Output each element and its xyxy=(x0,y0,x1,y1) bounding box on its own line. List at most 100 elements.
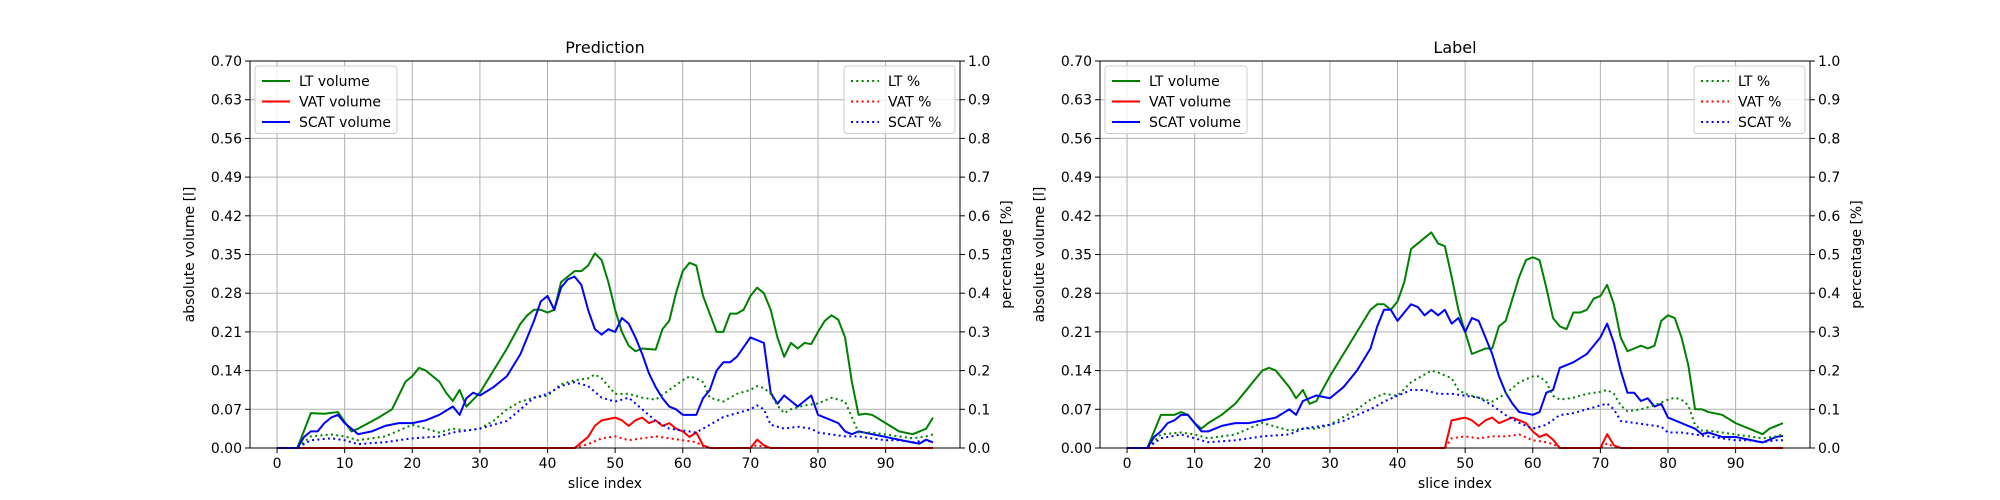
x-tick-label: 70 xyxy=(741,456,759,472)
legend-label: VAT % xyxy=(1738,95,1781,111)
y2-tick-label: 0.0 xyxy=(1818,441,1840,457)
x-tick-label: 40 xyxy=(539,456,557,472)
x-tick-label: 80 xyxy=(1659,456,1677,472)
y2-tick-label: 0.5 xyxy=(968,248,990,264)
x-axis-title: slice index xyxy=(1418,476,1492,492)
legend-label: SCAT volume xyxy=(299,115,391,131)
series-line-scat-volume xyxy=(277,275,934,449)
y-tick-label: 0.63 xyxy=(1061,93,1092,109)
y2-tick-label: 0.4 xyxy=(1818,286,1840,302)
y-tick-label: 0.21 xyxy=(211,325,242,341)
y-tick-label: 0.70 xyxy=(211,54,242,70)
legend-volume: LT volume VAT volume SCAT volume xyxy=(1104,65,1248,134)
legend-label: VAT % xyxy=(888,95,931,111)
y2-tick-label: 0.9 xyxy=(1818,93,1840,109)
y-tick-label: 0.70 xyxy=(1061,54,1092,70)
x-tick-label: 10 xyxy=(1186,456,1204,472)
series-group xyxy=(1127,231,1784,449)
y2-tick-label: 0.7 xyxy=(968,170,990,186)
y-tick-label: 0.42 xyxy=(1061,209,1092,225)
x-tick-label: 70 xyxy=(1591,456,1609,472)
x-tick-label: 40 xyxy=(1389,456,1407,472)
y-tick-label: 0.00 xyxy=(211,441,242,457)
legend-label: LT % xyxy=(888,74,920,90)
y-tick-label: 0.14 xyxy=(1061,364,1092,380)
legend-box xyxy=(843,65,956,134)
legend-label: SCAT % xyxy=(1738,115,1791,131)
y2-tick-label: 1.0 xyxy=(968,54,990,70)
series-group xyxy=(277,252,934,449)
y2-tick-label: 0.8 xyxy=(968,131,990,147)
y-tick-label: 0.28 xyxy=(211,286,242,302)
x-tick-label: 20 xyxy=(1253,456,1271,472)
series-line-lt xyxy=(277,373,934,449)
y-tick-label: 0.07 xyxy=(1061,402,1092,418)
legend-label: SCAT volume xyxy=(1149,115,1241,131)
series-line-vat xyxy=(277,435,933,449)
x-tick-label: 0 xyxy=(1123,456,1132,472)
x-tick-label: 0 xyxy=(273,456,282,472)
series-line-scat-volume xyxy=(1127,303,1784,449)
legend-percentage: LT % VAT % SCAT % xyxy=(1693,65,1806,134)
y2-tick-label: 0.2 xyxy=(1818,364,1840,380)
y-tick-label: 0.42 xyxy=(211,209,242,225)
y2-tick-label: 0.6 xyxy=(1818,209,1840,225)
series-line-lt-volume xyxy=(277,252,934,449)
y-tick-label: 0.21 xyxy=(1061,325,1092,341)
legend-volume: LT volume VAT volume SCAT volume xyxy=(254,65,398,134)
series-line-scat xyxy=(277,381,934,449)
x-tick-label: 90 xyxy=(1727,456,1745,472)
series-line-lt-volume xyxy=(1127,231,1784,449)
legend-percentage: LT % VAT % SCAT % xyxy=(843,65,956,134)
legend-label: LT volume xyxy=(299,74,370,90)
y2-tick-label: 0.8 xyxy=(1818,131,1840,147)
y2-tick-label: 1.0 xyxy=(1818,54,1840,70)
y-tick-label: 0.35 xyxy=(211,248,242,264)
legend-label: LT % xyxy=(1738,74,1770,90)
y-tick-label: 0.49 xyxy=(211,170,242,186)
series-line-lt xyxy=(1127,369,1784,449)
x-tick-label: 10 xyxy=(336,456,354,472)
x-tick-label: 60 xyxy=(1524,456,1542,472)
x-tick-label: 30 xyxy=(1321,456,1339,472)
y-axis-title: absolute volume [l] xyxy=(182,187,198,323)
x-tick-label: 80 xyxy=(809,456,827,472)
y-tick-label: 0.28 xyxy=(1061,286,1092,302)
y2-tick-label: 0.9 xyxy=(968,93,990,109)
legend-label: LT volume xyxy=(1149,74,1220,90)
y-tick-label: 0.56 xyxy=(1061,131,1092,147)
chart-title: Prediction xyxy=(565,38,644,57)
y-tick-label: 0.00 xyxy=(1061,441,1092,457)
x-tick-label: 90 xyxy=(877,456,895,472)
y2-tick-label: 0.6 xyxy=(968,209,990,225)
y-tick-label: 0.63 xyxy=(211,93,242,109)
y-tick-label: 0.49 xyxy=(1061,170,1092,186)
y2-tick-label: 0.1 xyxy=(1818,402,1840,418)
legend-box xyxy=(1693,65,1806,134)
y-axis-title: absolute volume [l] xyxy=(1032,187,1048,323)
y2-tick-label: 0.7 xyxy=(1818,170,1840,186)
legend-label: SCAT % xyxy=(888,115,941,131)
chart-panel-1: 0 10 20 30 40 50 60 70 80 90 0.00 0.07 0.14 0.21 0.28 0… xyxy=(182,38,1015,492)
legend-label: VAT volume xyxy=(299,95,381,111)
x-tick-label: 50 xyxy=(1456,456,1474,472)
y2-tick-label: 0.3 xyxy=(968,325,990,341)
y2-tick-label: 0.0 xyxy=(968,441,990,457)
x-tick-label: 20 xyxy=(403,456,421,472)
y2-tick-label: 0.3 xyxy=(1818,325,1840,341)
legend-box xyxy=(254,65,398,134)
legend-box xyxy=(1104,65,1248,134)
x-tick-label: 30 xyxy=(471,456,489,472)
y-tick-label: 0.14 xyxy=(211,364,242,380)
y-tick-label: 0.07 xyxy=(211,402,242,418)
y2-tick-label: 0.5 xyxy=(1818,248,1840,264)
series-line-vat-volume xyxy=(1127,416,1783,449)
y-tick-label: 0.35 xyxy=(1061,248,1092,264)
y2-axis-title: percentage [%] xyxy=(1849,200,1865,308)
x-tick-label: 60 xyxy=(674,456,692,472)
y-tick-label: 0.56 xyxy=(211,131,242,147)
chart-panel-2: 0 10 20 30 40 50 60 70 80 90 0.00 0.07 0.14 0.21 0.28 0… xyxy=(1032,38,1865,492)
x-tick-label: 50 xyxy=(606,456,624,472)
y2-tick-label: 0.2 xyxy=(968,364,990,380)
